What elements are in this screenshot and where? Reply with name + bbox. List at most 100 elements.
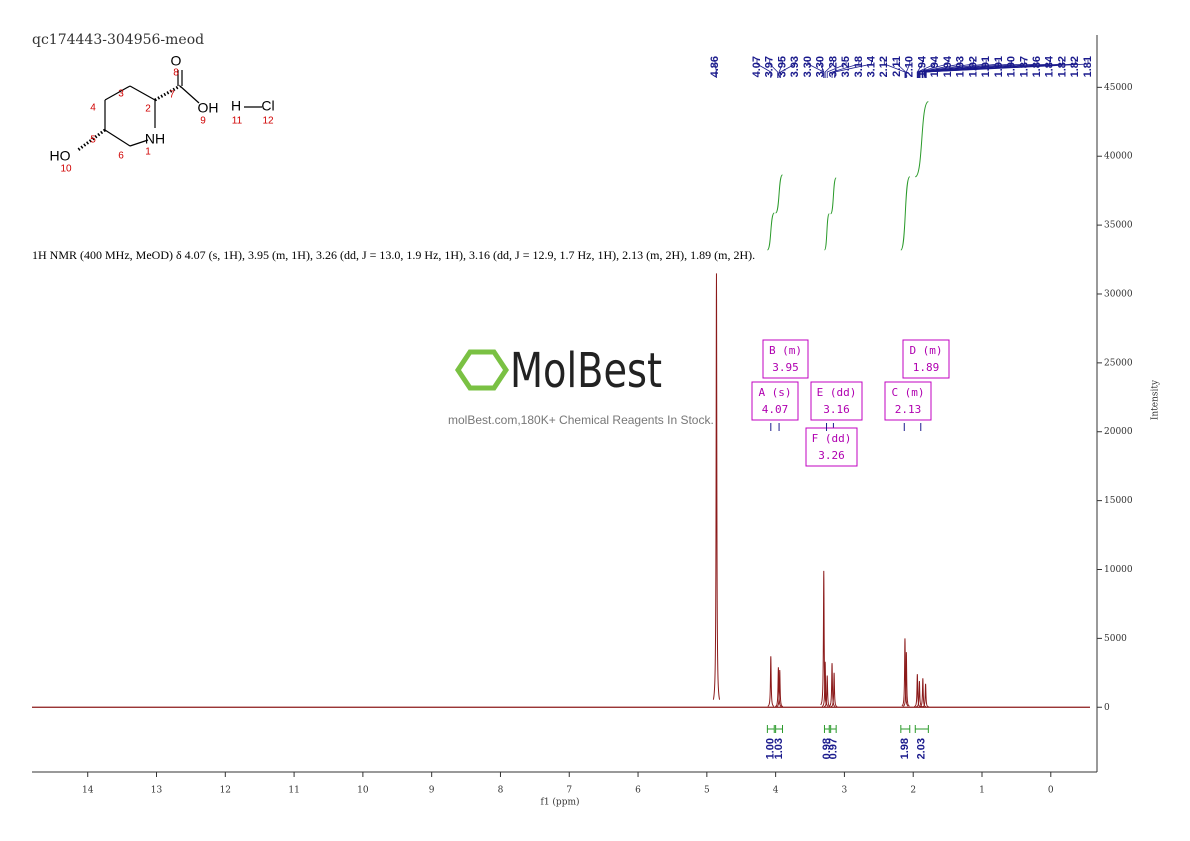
plot: 14 13 12 11 10 9 8 7 6 5 4 3 2 1 005000100001500020000… bbox=[32, 35, 1161, 808]
peak-leader bbox=[826, 60, 847, 78]
atom-number: 8 bbox=[173, 68, 179, 79]
peak-leader bbox=[923, 60, 1051, 78]
multiplet-shift: 1.89 bbox=[913, 361, 940, 374]
peak-label: 1.81 bbox=[1082, 56, 1094, 77]
peak-leader bbox=[834, 60, 872, 78]
integral-curve bbox=[900, 176, 911, 251]
peak bbox=[916, 681, 923, 708]
integral-label: 2.03 bbox=[916, 738, 928, 759]
structure bbox=[77, 70, 262, 152]
multiplet-label: D (m) bbox=[909, 344, 942, 357]
chart-title: qc174443-304956-meod bbox=[32, 32, 204, 48]
bond bbox=[129, 139, 149, 147]
x-tick-label: 1 bbox=[979, 786, 985, 796]
multiplet-shift: 3.95 bbox=[772, 361, 799, 374]
x-tick-label: 0 bbox=[1048, 786, 1054, 796]
peak bbox=[919, 678, 927, 708]
y-tick-label: 40000 bbox=[1104, 152, 1133, 162]
y-tick-label: 35000 bbox=[1104, 221, 1133, 231]
y-tick-label: 25000 bbox=[1104, 358, 1133, 368]
peak-leader bbox=[905, 60, 911, 78]
integral-label: 1.03 bbox=[773, 738, 785, 759]
peak-label: 2.12 bbox=[878, 56, 890, 77]
x-tick-label: 7 bbox=[566, 786, 572, 796]
atom-label: H bbox=[231, 98, 241, 114]
atom-label: O bbox=[171, 53, 182, 69]
integral-label: 0.97 bbox=[827, 738, 839, 759]
y-tick-label: 0 bbox=[1104, 703, 1110, 713]
peak-leader bbox=[918, 60, 1000, 78]
peak-label: 3.25 bbox=[840, 56, 852, 77]
logo-icon bbox=[454, 349, 510, 391]
x-tick-label: 6 bbox=[635, 786, 641, 796]
x-tick-label: 3 bbox=[842, 786, 848, 796]
integral-label: 0.98 bbox=[821, 738, 833, 759]
peak bbox=[775, 667, 782, 708]
integral-range bbox=[900, 725, 911, 733]
peak-leader bbox=[883, 60, 906, 78]
multiplet-shift: 2.13 bbox=[895, 403, 922, 416]
multiplet-box bbox=[810, 381, 863, 421]
x-tick-label: 2 bbox=[910, 786, 916, 796]
y-tick-label: 30000 bbox=[1104, 289, 1133, 299]
integral-curve bbox=[775, 174, 783, 214]
peak bbox=[712, 273, 721, 700]
multiplet-box bbox=[751, 381, 799, 421]
bond bbox=[179, 85, 200, 104]
atom-label: NH bbox=[145, 131, 165, 147]
atom-label: HO bbox=[50, 148, 71, 164]
multiplet-label: B (m) bbox=[769, 344, 802, 357]
peak-leader bbox=[918, 60, 974, 78]
integral-range bbox=[766, 725, 775, 733]
peak bbox=[828, 663, 836, 707]
integral-curve bbox=[823, 213, 830, 251]
peak-label: 3.30 bbox=[802, 56, 814, 77]
peak-leader bbox=[820, 60, 825, 78]
peak-label: 4.86 bbox=[709, 56, 721, 77]
atom-label: Cl bbox=[261, 98, 274, 114]
integral-range bbox=[823, 725, 830, 733]
peak-label: 3.97 bbox=[764, 56, 776, 77]
peak-label: 1.82 bbox=[1056, 56, 1068, 77]
integral-range bbox=[775, 725, 784, 733]
peak bbox=[821, 661, 829, 707]
peak-leader bbox=[919, 60, 1013, 78]
slogan: molBest.com,180K+ Chemical Reagents In S… bbox=[448, 413, 714, 427]
peak bbox=[914, 674, 921, 708]
y-tick-label: 20000 bbox=[1104, 427, 1133, 437]
bond bbox=[77, 128, 106, 152]
atom-number: 5 bbox=[90, 135, 96, 146]
atom-number: 10 bbox=[60, 164, 72, 175]
peak-label: 2.10 bbox=[904, 56, 916, 77]
multiplet-shift: 3.26 bbox=[818, 449, 845, 462]
atom-number: 4 bbox=[90, 103, 96, 114]
peak-leader bbox=[925, 60, 1089, 78]
multiplet-box bbox=[805, 427, 858, 467]
peak bbox=[830, 672, 838, 708]
atom-number: 9 bbox=[200, 116, 206, 127]
bond bbox=[104, 129, 131, 147]
multiplet-label: E (dd) bbox=[817, 386, 857, 399]
integral-label: 1.98 bbox=[899, 738, 911, 759]
peak-leader bbox=[917, 60, 962, 78]
x-tick-label: 11 bbox=[288, 786, 299, 796]
peak-leader bbox=[896, 60, 907, 78]
nmr-description: 1H NMR (400 MHz, MeOD) δ 4.07 (s, 1H), 3… bbox=[32, 248, 755, 262]
atom-label: OH bbox=[198, 100, 219, 116]
peak-leader bbox=[714, 60, 717, 78]
peak bbox=[776, 670, 784, 708]
y-tick-label: 15000 bbox=[1104, 496, 1133, 506]
peak-leader bbox=[824, 60, 834, 78]
atom-number: 6 bbox=[118, 151, 124, 162]
atom-number: 3 bbox=[118, 89, 124, 100]
peak-label: 3.14 bbox=[865, 55, 877, 77]
x-tick-label: 12 bbox=[220, 786, 231, 796]
multiplet-box bbox=[884, 381, 932, 421]
x-tick-label: 10 bbox=[357, 786, 369, 796]
peak-leader bbox=[831, 60, 860, 78]
peak bbox=[902, 652, 910, 707]
peak-leader bbox=[778, 60, 783, 78]
x-axis-label: f1 (ppm) bbox=[541, 797, 580, 808]
